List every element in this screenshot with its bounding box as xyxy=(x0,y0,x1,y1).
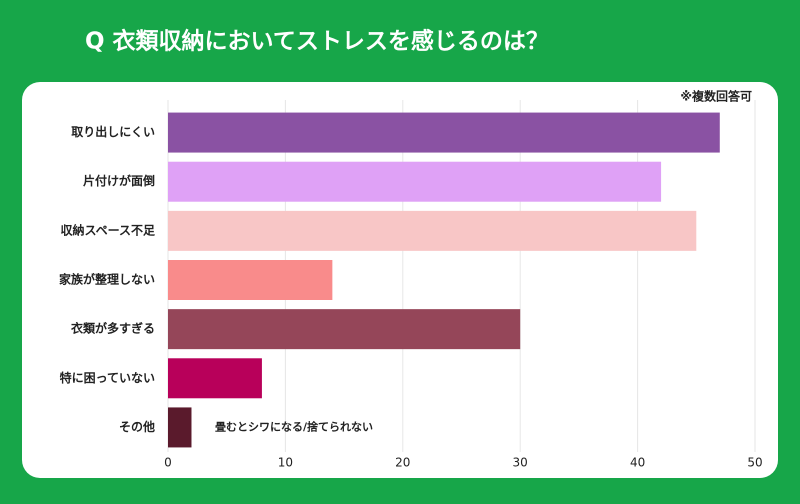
bar xyxy=(168,407,192,448)
x-tick-label: 30 xyxy=(513,456,528,470)
bar xyxy=(168,161,662,202)
x-tick-label: 40 xyxy=(630,456,645,470)
y-tick-label: 特に困っていない xyxy=(60,370,155,385)
chart-title: Q 衣類収納においてストレスを感じるのは？ xyxy=(85,28,549,55)
bar xyxy=(168,210,697,251)
bar xyxy=(168,309,521,350)
y-tick-label: 取り出しにくい xyxy=(71,124,155,139)
x-tick-label: 20 xyxy=(395,456,410,470)
y-tick-label: 収納スペース不足 xyxy=(60,222,155,237)
y-tick-label: 片付けが面倒 xyxy=(83,173,155,188)
y-tick-label: その他 xyxy=(119,419,155,434)
annotation: 畳むとシワになる/捨てられない xyxy=(215,419,373,433)
y-tick-label: 衣類が多すぎる xyxy=(71,321,155,336)
bar xyxy=(168,260,333,300)
note: ※複数回答可 xyxy=(680,89,752,104)
y-tick-label: 家族が整理しない xyxy=(59,272,155,287)
bar xyxy=(168,112,720,153)
x-tick-label: 0 xyxy=(164,456,172,470)
x-tick-label: 50 xyxy=(747,456,762,470)
bar xyxy=(168,358,262,399)
x-tick-label: 10 xyxy=(278,456,293,470)
